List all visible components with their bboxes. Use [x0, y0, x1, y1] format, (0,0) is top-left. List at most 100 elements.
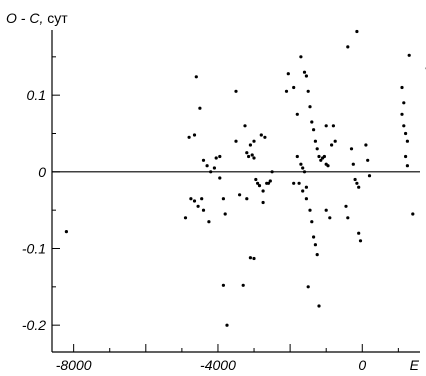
data-point — [407, 53, 411, 57]
x-tick-label: -4000 — [200, 357, 236, 373]
data-point — [404, 154, 408, 159]
data-point — [286, 72, 290, 76]
data-point — [212, 166, 216, 170]
data-point — [317, 154, 321, 159]
data-point — [346, 45, 350, 49]
data-point — [304, 197, 308, 201]
data-point — [405, 164, 409, 168]
data-point — [201, 208, 206, 212]
y-tick-label: 0.1 — [27, 87, 46, 103]
data-point — [297, 181, 301, 185]
data-point — [304, 74, 308, 78]
data-point — [333, 139, 337, 143]
data-point — [357, 185, 361, 189]
data-point — [355, 181, 359, 185]
data-point — [301, 166, 305, 170]
data-point — [192, 133, 197, 137]
data-point — [317, 304, 321, 308]
data-point — [349, 147, 354, 151]
data-point — [310, 120, 314, 124]
data-point — [263, 135, 267, 139]
data-point — [270, 170, 274, 174]
data-point — [250, 153, 254, 157]
data-point — [221, 197, 225, 201]
data-point — [221, 283, 225, 287]
data-point — [243, 124, 247, 128]
axes — [51, 30, 420, 353]
data-point — [284, 89, 289, 93]
data-point — [234, 139, 238, 143]
data-point — [324, 208, 328, 212]
x-axis-label: E — [410, 357, 420, 373]
data-point — [331, 124, 335, 128]
data-point — [256, 181, 260, 185]
data-point — [402, 101, 406, 105]
data-point — [218, 154, 222, 159]
y-axis-label: O - C, сут — [6, 10, 68, 26]
data-point — [313, 243, 317, 247]
data-point — [187, 135, 191, 139]
data-point — [248, 256, 252, 260]
data-point — [245, 151, 249, 155]
data-point — [198, 106, 202, 110]
ticks: 0.1 0 -0.1 -0.2 -8000 -4000 0 E — [22, 56, 420, 373]
data-point — [326, 164, 330, 168]
data-point — [312, 235, 316, 239]
data-point — [358, 239, 363, 243]
data-point — [299, 162, 303, 166]
data-point — [252, 139, 256, 143]
data-point — [201, 158, 206, 162]
data-point — [346, 216, 350, 220]
data-point — [223, 212, 227, 216]
data-point — [295, 154, 299, 159]
data-point — [261, 200, 265, 205]
y-tick-label: -0.1 — [22, 241, 46, 257]
data-point — [261, 189, 265, 193]
data-point — [312, 128, 316, 132]
data-point — [353, 177, 357, 182]
data-point — [328, 216, 332, 220]
data-point — [319, 158, 323, 162]
data-point — [252, 156, 256, 160]
x-tick-label: 0 — [358, 357, 366, 373]
data-point — [308, 105, 312, 109]
data-point — [247, 154, 251, 159]
data-point — [302, 170, 307, 174]
data-point — [324, 124, 328, 128]
data-point — [292, 181, 296, 185]
data-point — [257, 184, 262, 188]
data-point — [245, 197, 249, 201]
data-point — [308, 208, 312, 212]
data-point — [254, 177, 258, 182]
data-point — [411, 212, 415, 216]
data-point — [248, 143, 252, 147]
y-axis-unit: сут — [47, 10, 68, 26]
data-point — [330, 143, 334, 147]
data-point — [301, 189, 305, 193]
data-point — [189, 197, 193, 201]
data-point — [315, 147, 319, 151]
data-point — [266, 181, 271, 185]
data-point — [400, 85, 404, 90]
data-point — [367, 174, 372, 178]
data-point — [214, 156, 218, 160]
data-point — [183, 216, 188, 220]
data-point — [234, 89, 238, 93]
data-point — [292, 85, 296, 90]
data-point — [306, 89, 310, 93]
data-points — [64, 29, 426, 327]
data-point — [64, 230, 68, 234]
data-point — [225, 323, 229, 327]
data-point — [200, 197, 204, 201]
x-tick-label: -8000 — [56, 357, 92, 373]
data-point — [306, 285, 310, 289]
y-tick-label: -0.2 — [22, 317, 46, 333]
data-point — [259, 133, 263, 137]
data-point — [299, 55, 303, 59]
data-point — [209, 170, 213, 174]
data-point — [344, 204, 348, 208]
data-point — [268, 179, 272, 183]
data-point — [351, 162, 355, 166]
data-point — [404, 131, 408, 136]
data-point — [302, 70, 307, 74]
